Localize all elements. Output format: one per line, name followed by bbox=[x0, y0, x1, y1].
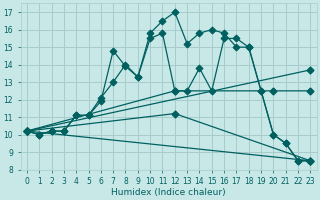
X-axis label: Humidex (Indice chaleur): Humidex (Indice chaleur) bbox=[111, 188, 226, 197]
